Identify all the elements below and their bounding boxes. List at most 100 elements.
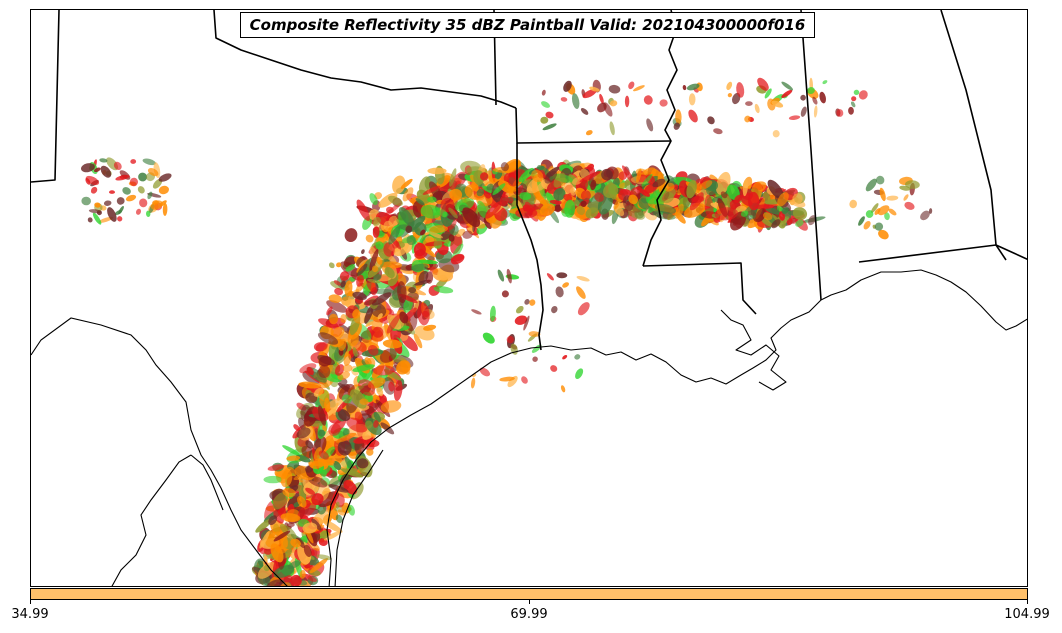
- echo-blob: [639, 188, 650, 197]
- echo-blob: [339, 271, 350, 281]
- echo-blob: [420, 229, 426, 236]
- echo-blob: [822, 80, 828, 85]
- echo-blob: [579, 170, 601, 183]
- echo-blob: [290, 538, 301, 548]
- echo-blob: [285, 586, 298, 587]
- echo-blob: [427, 167, 447, 175]
- echo-blob: [99, 158, 108, 163]
- echo-blob: [335, 432, 357, 443]
- texas-louisiana-border: [516, 143, 544, 351]
- echo-blob: [371, 265, 379, 273]
- echo-blob: [624, 95, 630, 108]
- echo-blob: [383, 242, 395, 257]
- echo-blob: [307, 575, 318, 582]
- echo-blob: [800, 94, 806, 101]
- echo-blob: [865, 178, 877, 192]
- echo-blob: [298, 381, 322, 389]
- colorbar-label-min: 34.99: [11, 607, 49, 622]
- echo-blob: [528, 331, 541, 337]
- echo-blob: [877, 205, 890, 216]
- echo-blob: [103, 200, 112, 206]
- echo-blob: [506, 335, 514, 344]
- echo-blob: [689, 192, 704, 211]
- echo-blob: [413, 333, 423, 349]
- echo-blob: [858, 216, 865, 226]
- echo-blob: [313, 446, 322, 461]
- echo-blob: [609, 100, 618, 107]
- echo-blob: [772, 130, 780, 138]
- echo-blob: [316, 554, 332, 561]
- echo-blob: [904, 201, 915, 210]
- echo-blob: [396, 360, 411, 375]
- echo-blob: [85, 175, 100, 186]
- echo-blob: [754, 103, 760, 114]
- echo-blob: [311, 493, 324, 506]
- echo-blob: [531, 169, 544, 183]
- echo-blob: [352, 364, 375, 373]
- echo-blob: [399, 311, 409, 324]
- echo-blob: [599, 93, 604, 104]
- echo-blob: [582, 89, 597, 99]
- echo-blob: [429, 181, 443, 203]
- echo-blob: [560, 97, 568, 102]
- echo-blob: [541, 101, 550, 108]
- echo-blob: [326, 306, 333, 316]
- echo-blob: [352, 291, 367, 301]
- echo-blob: [158, 185, 170, 195]
- echo-blob: [334, 288, 344, 296]
- echo-blob: [306, 366, 314, 375]
- echo-blob: [372, 365, 395, 376]
- echo-blob: [379, 348, 397, 363]
- echo-blob: [551, 306, 558, 314]
- echo-blob: [94, 202, 101, 208]
- colorbar: [30, 588, 1028, 600]
- echo-blob: [553, 188, 566, 201]
- echo-blob: [340, 280, 346, 288]
- echo-blob: [347, 331, 359, 347]
- echo-blob: [928, 208, 933, 214]
- echo-blob: [792, 193, 803, 205]
- echo-blob: [745, 101, 753, 106]
- echo-blob: [152, 200, 159, 205]
- echo-blob: [328, 313, 339, 325]
- echo-blob: [273, 530, 291, 542]
- echo-blob: [380, 261, 403, 269]
- echo-blob: [535, 193, 548, 206]
- echo-blob: [643, 95, 653, 105]
- echo-blob: [358, 379, 376, 396]
- echo-blob: [420, 204, 442, 219]
- echo-blob: [899, 185, 911, 191]
- echo-blob: [326, 300, 348, 313]
- echo-blob: [451, 243, 464, 260]
- echo-blob: [771, 219, 781, 229]
- echo-blob: [585, 207, 599, 219]
- echo-blob: [836, 109, 844, 117]
- echo-blob: [371, 292, 392, 306]
- echo-blob: [317, 405, 327, 426]
- echo-blob: [400, 178, 413, 189]
- echo-blob: [367, 344, 379, 356]
- echo-blob: [376, 386, 384, 397]
- echo-blob: [574, 354, 581, 360]
- echo-blob: [450, 253, 465, 265]
- echo-blob: [549, 199, 563, 205]
- echo-blob: [415, 198, 425, 206]
- echo-blob: [159, 200, 167, 207]
- echo-blob: [757, 77, 769, 91]
- echo-blob: [576, 286, 586, 299]
- echo-blob: [713, 128, 723, 135]
- echo-blob: [135, 208, 142, 215]
- echo-blob: [767, 179, 784, 200]
- echo-blob: [601, 168, 613, 181]
- echo-blob: [335, 501, 340, 509]
- echo-blob: [328, 423, 341, 436]
- echo-blob: [442, 211, 448, 218]
- echo-blob: [686, 83, 700, 91]
- echo-blob: [540, 116, 549, 124]
- echo-blob: [298, 489, 307, 500]
- echo-blob: [865, 210, 874, 218]
- echo-blob: [337, 409, 351, 421]
- echo-blob: [90, 186, 98, 194]
- echo-blob: [800, 106, 807, 117]
- echo-blob: [334, 364, 345, 376]
